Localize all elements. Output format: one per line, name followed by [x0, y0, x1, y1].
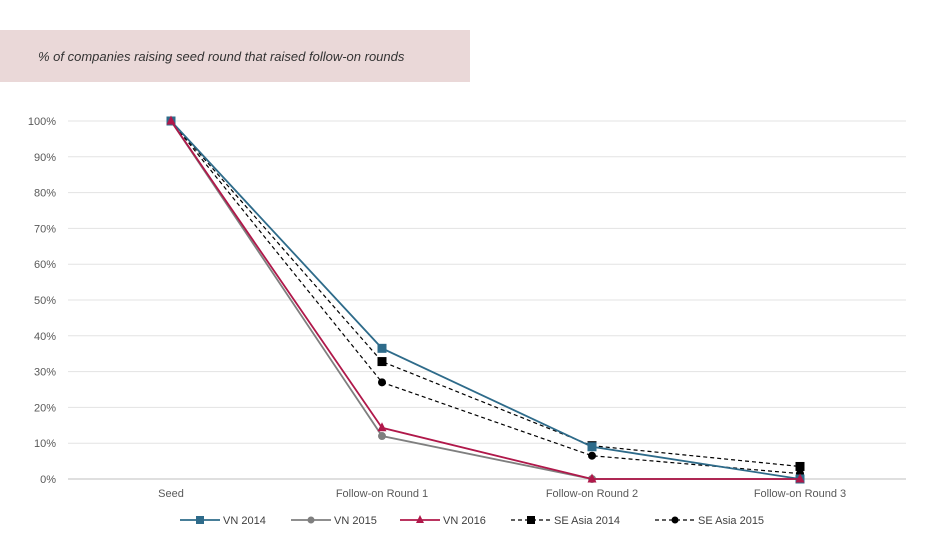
data-point	[795, 461, 805, 471]
y-tick-label: 10%	[34, 438, 56, 450]
legend: VN 2014 VN 2015 VN 2016 SE Asia 2014 SE Asia…	[180, 515, 764, 527]
y-tick-label: 40%	[34, 331, 56, 343]
y-tick-label: 70%	[34, 223, 56, 235]
series-group	[166, 115, 805, 484]
x-tick-label: Follow-on Round 3	[754, 488, 846, 500]
data-point	[587, 442, 597, 452]
y-tick-label: 50%	[34, 295, 56, 307]
x-tick-label: Seed	[158, 488, 184, 500]
series-line	[170, 120, 800, 480]
y-axis-ticks: 0% 10% 20% 30% 40% 50% 60% 70% 80% 90% 100%	[28, 116, 56, 486]
series-line	[170, 120, 801, 480]
data-point	[377, 422, 387, 432]
data-point	[378, 432, 386, 441]
data-point	[196, 516, 204, 524]
data-point	[671, 516, 679, 524]
chart-title: % of companies raising seed round that r…	[38, 48, 405, 64]
x-tick-label: Follow-on Round 2	[546, 488, 638, 500]
x-axis-ticks: Seed Follow-on Round 1 Follow-on Round 2 Fo…	[158, 488, 846, 500]
legend-label: VN 2015	[334, 515, 377, 527]
series-line	[170, 120, 801, 468]
data-point	[377, 343, 387, 353]
x-tick-label: Follow-on Round 1	[336, 488, 428, 500]
series-se-asia-2014	[166, 116, 805, 471]
legend-item: SE Asia 2015	[655, 515, 764, 527]
y-tick-label: 30%	[34, 367, 56, 379]
legend-label: VN 2014	[223, 515, 266, 527]
chart-title-banner: % of companies raising seed round that r…	[0, 30, 470, 82]
legend-label: VN 2016	[443, 515, 486, 527]
y-tick-label: 60%	[34, 259, 56, 271]
data-point	[416, 515, 424, 523]
legend-label: SE Asia 2014	[554, 515, 620, 527]
data-point	[588, 451, 596, 460]
data-point	[795, 473, 805, 483]
data-point	[378, 378, 386, 387]
legend-label: SE Asia 2015	[698, 515, 764, 527]
data-point	[587, 473, 597, 483]
y-tick-label: 90%	[34, 152, 56, 164]
legend-item: SE Asia 2014	[511, 515, 620, 527]
series-se-asia-2015	[167, 117, 804, 478]
data-point	[307, 516, 315, 524]
y-tick-label: 0%	[40, 474, 56, 486]
series-line	[170, 120, 801, 475]
series-vn-2016	[166, 115, 805, 483]
data-point	[527, 516, 535, 524]
legend-item: VN 2015	[291, 515, 377, 527]
gridlines	[68, 120, 906, 480]
legend-item: VN 2014	[180, 515, 266, 527]
data-point	[377, 357, 387, 367]
legend-item: VN 2016	[400, 515, 486, 527]
y-tick-label: 80%	[34, 188, 56, 200]
y-tick-label: 100%	[28, 116, 56, 128]
y-tick-label: 20%	[34, 402, 56, 414]
data-point	[166, 115, 176, 125]
